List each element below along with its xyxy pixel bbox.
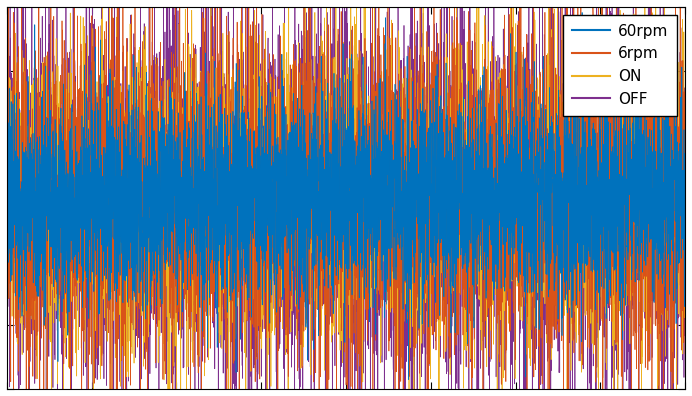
Legend: 60rpm, 6rpm, ON, OFF: 60rpm, 6rpm, ON, OFF (563, 15, 677, 116)
